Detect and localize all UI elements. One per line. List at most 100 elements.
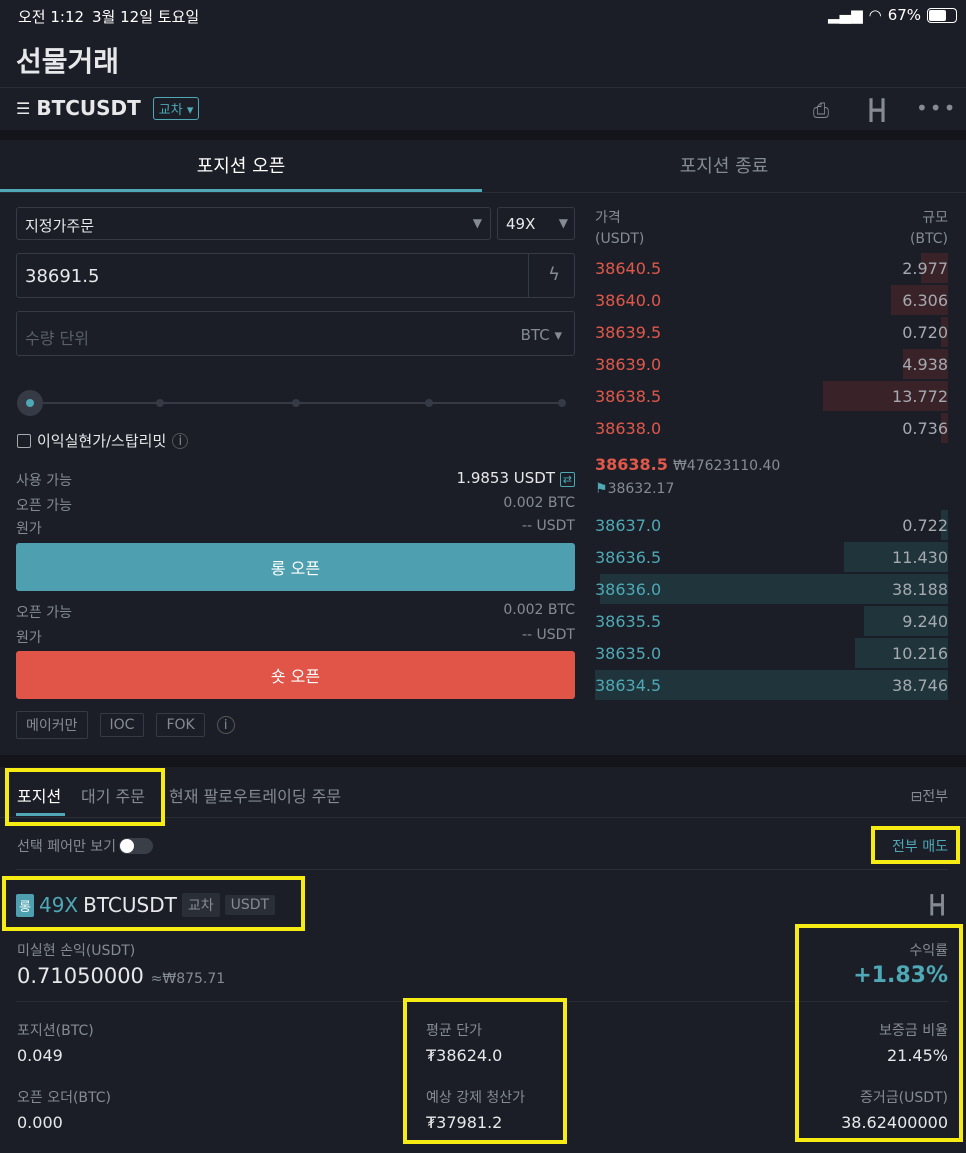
highlight-box — [871, 826, 960, 864]
bid-row[interactable]: 38636.0 38.188 — [595, 574, 948, 606]
orderbook-price-header: 가격 (USDT) — [595, 210, 645, 247]
page-title: 선물거래 — [16, 45, 120, 78]
chevron-down-icon: ▼ — [558, 216, 568, 230]
highlight-box — [5, 768, 165, 826]
bid-size: 10.216 — [892, 644, 948, 663]
depth-bar — [595, 670, 948, 700]
short-open-button[interactable]: 숏 오픈 — [16, 651, 575, 699]
depth-bar — [854, 638, 948, 668]
ask-price: 38638.0 — [595, 419, 662, 438]
depth-bar — [941, 317, 948, 347]
close-all-button[interactable]: 전부 매도 — [892, 839, 948, 855]
depth-bar — [822, 381, 948, 411]
orderbook-size-header: 규모 (BTC) — [909, 210, 948, 247]
bid-price: 38635.5 — [595, 612, 662, 631]
ask-price: 38639.5 — [595, 323, 662, 342]
signal-icon: ▂▄▆ — [828, 6, 863, 24]
candlestick-icon[interactable]: ┣┫ — [865, 98, 890, 122]
all-filter[interactable]: ⊟전부 — [910, 789, 949, 805]
highlight-box — [2, 876, 305, 931]
info-icon[interactable]: i — [216, 716, 235, 734]
ask-row[interactable]: 38638.0 0.736 — [595, 413, 948, 445]
bid-price: 38636.0 — [595, 580, 662, 599]
bid-size: 11.430 — [892, 548, 948, 567]
bid-size: 38.188 — [892, 580, 948, 599]
bid-price: 38635.0 — [595, 644, 662, 663]
ask-row[interactable]: 38640.5 2.977 — [595, 253, 948, 285]
bid-price: 38634.5 — [595, 676, 662, 695]
bid-size: 38.746 — [892, 676, 948, 695]
bid-row[interactable]: 38635.0 10.216 — [595, 638, 948, 670]
ask-size: 4.938 — [902, 355, 948, 374]
ask-row[interactable]: 38639.0 4.938 — [595, 349, 948, 381]
bid-row[interactable]: 38635.5 9.240 — [595, 606, 948, 638]
ask-size: 2.977 — [902, 259, 948, 278]
status-date: 3월 12일 토요일 — [92, 8, 200, 26]
order-type-select[interactable]: 지정가주문 ▼ — [16, 207, 491, 240]
bid-size: 0.722 — [902, 516, 948, 535]
ask-row[interactable]: 38640.0 6.306 — [595, 285, 948, 317]
depth-bar — [843, 542, 948, 572]
tpsl-checkbox[interactable]: 이익실현가/스탑리밋 i — [17, 430, 189, 451]
lightning-icon[interactable]: ϟ — [548, 264, 560, 285]
transfer-icon[interactable]: ⇄ — [559, 472, 575, 487]
download-icon[interactable]: ⎙ — [813, 98, 829, 122]
slider-handle[interactable] — [17, 390, 43, 416]
ask-row[interactable]: 38639.5 0.720 — [595, 317, 948, 349]
tab-open-position[interactable]: 포지션 오픈 — [196, 156, 286, 177]
depth-bar — [890, 285, 948, 315]
ask-row[interactable]: 38638.5 13.772 — [595, 381, 948, 413]
wifi-icon: ◠ — [868, 6, 882, 24]
bid-price: 38636.5 — [595, 548, 662, 567]
mark-price: ⚑38632.17 — [595, 481, 675, 497]
ask-size: 0.736 — [902, 419, 948, 438]
bid-price: 38637.0 — [595, 516, 662, 535]
ask-price: 38640.5 — [595, 259, 662, 278]
depth-bar — [863, 606, 948, 636]
bid-row[interactable]: 38634.5 38.746 — [595, 670, 948, 702]
bid-row[interactable]: 38636.5 11.430 — [595, 542, 948, 574]
status-icons: ▂▄▆ ◠ 67% — [828, 6, 958, 24]
bid-row[interactable]: 38637.0 0.722 — [595, 510, 948, 542]
leverage-select[interactable]: 49X ▼ — [497, 207, 575, 240]
position-header: 롱 49X BTCUSDT 교차 USDT — [16, 893, 276, 917]
battery-percent: 67% — [887, 6, 922, 24]
symbol-selector[interactable]: ☰ BTCUSDT 교차 ▾ — [16, 96, 200, 120]
candlestick-icon[interactable]: ┣┫ — [926, 895, 948, 916]
long-open-button[interactable]: 롱 오픈 — [16, 543, 575, 591]
tab-positions[interactable]: 포지션 — [17, 787, 62, 806]
flag-icon: ⚑ — [595, 481, 608, 497]
depth-bar — [941, 413, 948, 443]
symbol-name: BTCUSDT — [36, 96, 141, 120]
info-icon: i — [172, 432, 189, 449]
pair-filter-toggle[interactable] — [119, 838, 154, 854]
margin-mode-button[interactable]: 교차 ▾ — [152, 96, 200, 120]
ioc-option[interactable]: IOC — [99, 713, 145, 737]
highlight-box — [403, 998, 567, 1144]
quantity-input[interactable]: 수량 단위 BTC ▾ — [16, 311, 575, 356]
ask-size: 13.772 — [892, 387, 948, 406]
depth-bar — [920, 253, 948, 283]
last-price: 38638.5 ₩47623110.40 — [595, 455, 781, 474]
more-icon[interactable]: ••• — [916, 96, 958, 120]
fok-option[interactable]: FOK — [156, 713, 205, 737]
bid-size: 9.240 — [902, 612, 948, 631]
depth-bar — [941, 510, 948, 540]
highlight-box — [795, 924, 963, 1142]
tab-copy-trading-orders[interactable]: 현재 팔로우트레이딩 주문 — [169, 787, 342, 806]
depth-bar — [600, 574, 948, 604]
ask-size: 6.306 — [902, 291, 948, 310]
maker-only-option[interactable]: 메이커만 — [16, 711, 88, 739]
depth-bar — [903, 349, 948, 379]
tab-pending-orders[interactable]: 대기 주문 — [81, 787, 145, 806]
ask-price: 38640.0 — [595, 291, 662, 310]
ask-price: 38638.5 — [595, 387, 662, 406]
unrealized-pnl: 0.71050000 ≈₩875.71 — [17, 964, 226, 988]
tab-close-position[interactable]: 포지션 종료 — [679, 156, 769, 177]
status-time: 오전 1:12 — [18, 8, 85, 26]
price-input[interactable]: 38691.5 ϟ — [16, 253, 575, 298]
ask-size: 0.720 — [902, 323, 948, 342]
chevron-down-icon: ▼ — [472, 216, 482, 230]
menu-icon: ☰ — [16, 98, 31, 118]
roe-value: +1.83% — [853, 963, 948, 988]
